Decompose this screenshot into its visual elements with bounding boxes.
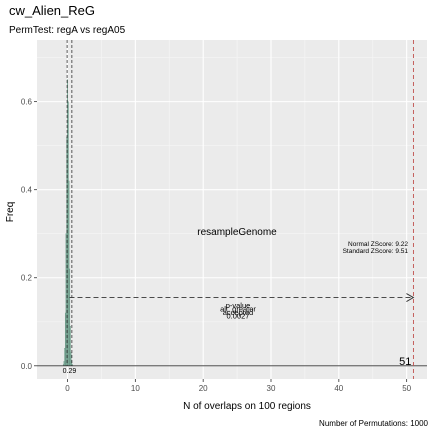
arrow-head: [406, 293, 415, 302]
panel-background: [37, 40, 427, 379]
permuted-mean-label: 0.29: [63, 368, 77, 375]
y-tick-label: 0.4: [21, 186, 33, 195]
stat-label: 0.0027: [227, 312, 250, 321]
x-tick-label: 40: [334, 384, 343, 393]
method-label: resampleGenome: [197, 227, 277, 238]
y-tick-label: 0.0: [21, 362, 33, 371]
stat-label: accepted: [223, 308, 253, 317]
x-axis-label: N of overlaps on 100 regions: [183, 401, 311, 412]
x-tick-label: 0: [65, 384, 70, 393]
x-tick-label: 20: [199, 384, 208, 393]
stat-label: p-value: [226, 301, 251, 310]
plot-panel: [37, 40, 427, 379]
zscore-label: Normal ZScore: 9.22: [348, 241, 408, 248]
x-tick-label: 50: [402, 384, 411, 393]
stat-label: alt. greater: [220, 305, 256, 314]
chart-title: cw_Alien_ReG: [9, 3, 95, 18]
x-tick-label: 30: [267, 384, 276, 393]
observed-label: 51: [399, 356, 411, 368]
y-tick-label: 0.6: [21, 98, 33, 107]
x-tick-label: 10: [131, 384, 140, 393]
chart-subtitle: PermTest: regA vs regA05: [9, 25, 126, 36]
y-tick-label: 0.2: [21, 274, 33, 283]
zscore-label: Standard ZScore: 9.51: [343, 248, 409, 255]
permutations-caption: Number of Permutations: 1000: [319, 419, 428, 428]
y-axis-label: Freq: [5, 202, 16, 223]
